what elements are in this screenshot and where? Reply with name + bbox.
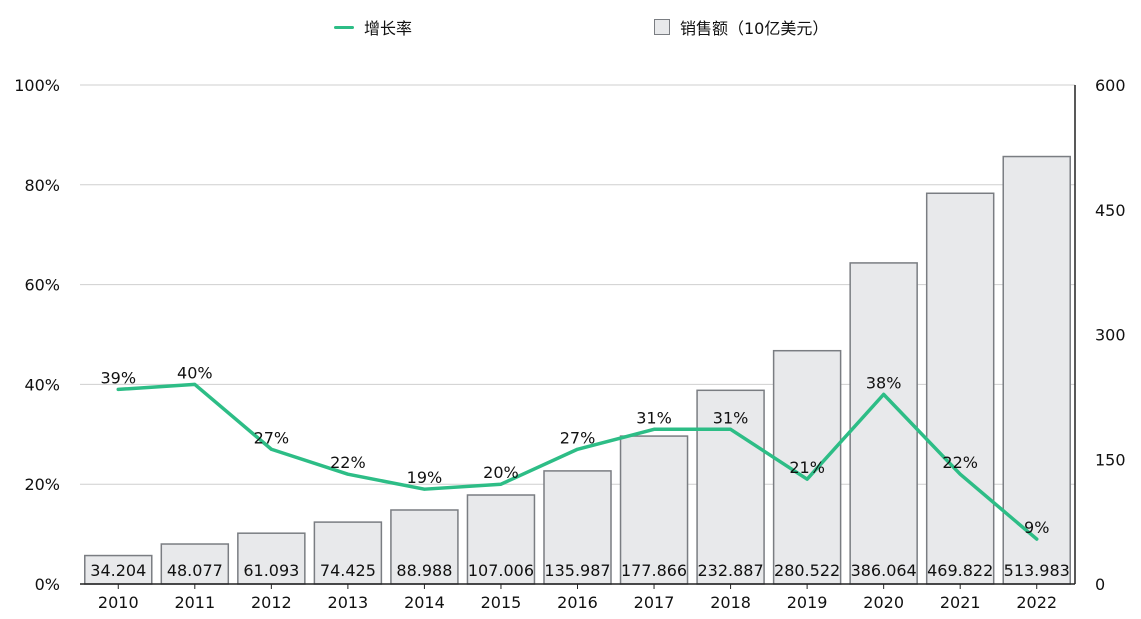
line-series (116, 382, 1039, 541)
line-value-label: 9% (1024, 518, 1049, 537)
growth-line (116, 382, 1039, 541)
bar-value-label: 232.887 (697, 561, 763, 580)
x-tick-label: 2021 (940, 593, 981, 612)
x-tick-label: 2017 (634, 593, 675, 612)
y-right-tick-label: 300 (1095, 326, 1126, 345)
bar-value-label: 386.064 (851, 561, 917, 580)
line-value-label: 19% (407, 468, 443, 487)
legend-growth-label: 增长率 (364, 19, 413, 38)
bar (1002, 155, 1071, 585)
y-left-tick-label: 100% (14, 76, 60, 95)
bar (84, 554, 153, 585)
bar-value-label: 34.204 (90, 561, 146, 580)
bar (466, 494, 536, 585)
y-left-tick-label: 80% (24, 176, 60, 195)
legend-item-growth: 增长率 (334, 15, 412, 39)
x-tick-label: 2011 (174, 593, 215, 612)
legend: 增长率 销售额（10亿美元） (0, 6, 1141, 42)
line-value-label: 31% (713, 408, 749, 427)
x-tick-label: 2012 (251, 593, 292, 612)
grid-lines (80, 84, 1075, 485)
line-value-labels: 39% 40% 27% 22% 19% 20% 27% 31% 31% 21% 38% 22% 9% (100, 363, 1049, 537)
bar (619, 435, 689, 585)
y-right-tick-label: 0 (1095, 575, 1105, 594)
x-tick-label: 2020 (863, 593, 904, 612)
x-tick-label: 2016 (557, 593, 598, 612)
bar-value-label: 61.093 (243, 561, 299, 580)
bar-value-labels: 34.204 48.077 61.093 74.425 88.988 107.006 135… (90, 561, 1070, 580)
line-value-label: 39% (100, 368, 136, 387)
bar (543, 470, 612, 585)
y-right-tick-label: 150 (1095, 450, 1126, 469)
x-tick-label: 2022 (1016, 593, 1057, 612)
line-value-label: 21% (789, 458, 825, 477)
bar-value-label: 469.822 (927, 561, 993, 580)
x-tick-label: 2018 (710, 593, 751, 612)
line-value-label: 27% (254, 428, 290, 447)
axes: 0% 20% 40% 60% 80% 100% 0 150 300 450 600 2010 2011 2… (14, 76, 1125, 612)
line-value-label: 40% (177, 363, 213, 382)
bar-value-label: 74.425 (320, 561, 376, 580)
bar-value-label: 88.988 (396, 561, 452, 580)
legend-sales-label: 销售额（10亿美元） (680, 19, 829, 38)
bar (925, 192, 995, 585)
x-tick-label: 2013 (328, 593, 369, 612)
y-right-tick-label: 600 (1095, 76, 1126, 95)
bar (390, 509, 459, 585)
y-left-tick-label: 0% (35, 575, 60, 594)
x-tick-label: 2010 (98, 593, 139, 612)
x-tick-label: 2015 (481, 593, 522, 612)
y-left-tick-label: 60% (24, 276, 60, 295)
line-value-label: 22% (942, 453, 978, 472)
y-left-tick-label: 40% (24, 375, 60, 394)
line-value-label: 38% (866, 373, 902, 392)
x-tick-label: 2014 (404, 593, 445, 612)
bar (772, 349, 842, 585)
x-tick-label: 2019 (787, 593, 828, 612)
bar-value-label: 48.077 (167, 561, 223, 580)
line-value-label: 22% (330, 453, 366, 472)
bar-value-label: 135.987 (544, 561, 610, 580)
y-right-tick-label: 450 (1095, 201, 1126, 220)
line-value-label: 20% (483, 463, 519, 482)
line-value-label: 27% (560, 428, 596, 447)
bar-value-label: 513.983 (1004, 561, 1070, 580)
bar (849, 262, 918, 585)
y-left-tick-label: 20% (24, 475, 60, 494)
sales-bar-swatch (654, 19, 670, 35)
bar-value-label: 177.866 (621, 561, 687, 580)
bar-value-label: 107.006 (468, 561, 534, 580)
bar-series (84, 155, 1071, 585)
growth-line-swatch (334, 25, 354, 29)
line-value-label: 31% (636, 408, 672, 427)
legend-item-sales: 销售额（10亿美元） (654, 15, 828, 39)
bar-value-label: 280.522 (774, 561, 840, 580)
